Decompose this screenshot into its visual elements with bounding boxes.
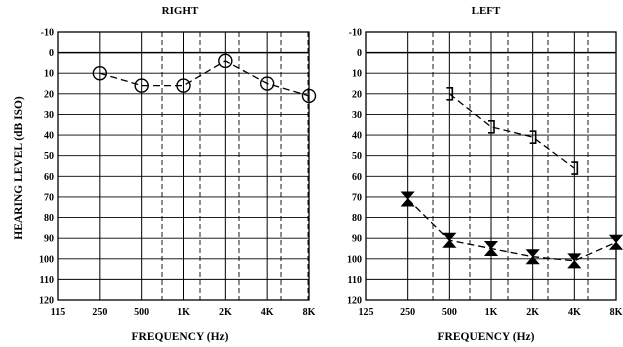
y-tick-label: 0 bbox=[49, 48, 54, 59]
y-tick-label: 100 bbox=[39, 254, 54, 265]
series-line bbox=[448, 93, 575, 169]
x-tick-label: 1K bbox=[485, 307, 498, 318]
y-tick-label: 50 bbox=[352, 151, 362, 162]
x-tick-label: 4K bbox=[261, 307, 274, 318]
data-point-hourglass bbox=[525, 249, 540, 265]
chart-title: RIGHT bbox=[162, 5, 199, 17]
y-tick-label: 80 bbox=[352, 213, 362, 224]
y-tick-label: 120 bbox=[347, 296, 362, 307]
y-tick-label: 20 bbox=[352, 89, 362, 100]
y-tick-label: 10 bbox=[352, 69, 362, 80]
y-tick-label: 30 bbox=[352, 110, 362, 121]
x-tick-label: 250 bbox=[92, 307, 107, 318]
data-series bbox=[400, 87, 623, 269]
y-tick-label: 100 bbox=[347, 254, 362, 265]
y-tick-label: 110 bbox=[348, 275, 362, 286]
y-tick-labels: -10 0 10 20 30 40 50 60 70 80 90 100 110 120 bbox=[39, 28, 54, 307]
y-tick-label: 90 bbox=[44, 234, 54, 245]
data-point-hourglass bbox=[567, 253, 582, 269]
y-tick-label: 30 bbox=[44, 110, 54, 121]
data-point-hourglass bbox=[608, 234, 623, 250]
data-point-hourglass bbox=[400, 191, 415, 207]
x-tick-label: 1K bbox=[177, 307, 190, 318]
x-tick-labels: 125 250 500 1K 2K 4K 8K bbox=[359, 307, 623, 318]
x-tick-label: 500 bbox=[442, 307, 457, 318]
x-tick-label: 500 bbox=[134, 307, 149, 318]
data-point-circle bbox=[259, 76, 275, 91]
y-tick-label: 120 bbox=[39, 296, 54, 307]
x-tick-label: 8K bbox=[610, 307, 623, 318]
data-point-circle bbox=[301, 88, 317, 104]
chart-grid bbox=[365, 31, 617, 301]
x-tick-label: 115 bbox=[51, 307, 65, 318]
data-point-circle bbox=[134, 78, 149, 93]
y-tick-label: 80 bbox=[44, 213, 54, 224]
y-tick-label: 10 bbox=[44, 69, 54, 80]
y-tick-label: 70 bbox=[44, 192, 54, 203]
y-tick-label: 40 bbox=[44, 131, 54, 142]
y-tick-labels: -10 0 10 20 30 40 50 60 70 80 90 100 110 120 bbox=[347, 28, 362, 307]
data-point-circle bbox=[92, 66, 108, 81]
data-point-circle bbox=[218, 53, 233, 69]
data-point-bracket bbox=[529, 130, 537, 144]
data-point-hourglass bbox=[442, 232, 457, 248]
y-tick-label: 0 bbox=[357, 48, 362, 59]
y-axis-label: HEARING LEVEL (dB ISO) bbox=[13, 96, 25, 240]
left-ear-audiogram: LEFT -10 0 10 20 30 40 50 60 70 80 90 100 110 120 125… bbox=[347, 5, 623, 343]
y-tick-label: 110 bbox=[40, 275, 54, 286]
x-tick-label: 2K bbox=[219, 307, 232, 318]
right-ear-audiogram: RIGHT -10 0 10 20 30 40 50 60 70 80 90 100 110 120 11… bbox=[13, 5, 317, 343]
series-line bbox=[407, 198, 617, 262]
y-tick-label: 60 bbox=[352, 172, 362, 183]
y-tick-label: 40 bbox=[352, 131, 362, 142]
x-tick-labels: 115 250 500 1K 2K 4K 8K bbox=[51, 307, 316, 318]
data-point-hourglass bbox=[483, 240, 499, 256]
y-tick-label: 20 bbox=[44, 89, 54, 100]
y-tick-label: -10 bbox=[41, 28, 54, 39]
y-tick-label: 90 bbox=[352, 234, 362, 245]
x-tick-label: 4K bbox=[568, 307, 581, 318]
x-tick-label: 250 bbox=[400, 307, 415, 318]
x-axis-label: FREQUENCY (Hz) bbox=[438, 331, 535, 343]
x-tick-label: 2K bbox=[526, 307, 539, 318]
x-tick-label: 125 bbox=[359, 307, 374, 318]
data-point-bracket bbox=[571, 161, 579, 175]
series-line bbox=[99, 60, 310, 97]
data-point-bracket bbox=[446, 87, 454, 101]
y-tick-label: 50 bbox=[44, 151, 54, 162]
data-point-bracket bbox=[488, 120, 495, 134]
data-series bbox=[92, 53, 317, 104]
data-point-circle bbox=[176, 78, 191, 93]
chart-grid bbox=[57, 31, 310, 301]
x-axis-label: FREQUENCY (Hz) bbox=[132, 331, 229, 343]
y-tick-label: 70 bbox=[352, 192, 362, 203]
y-tick-label: -10 bbox=[349, 28, 362, 39]
y-tick-label: 60 bbox=[44, 172, 54, 183]
x-tick-label: 8K bbox=[303, 307, 316, 318]
chart-title: LEFT bbox=[472, 5, 501, 17]
